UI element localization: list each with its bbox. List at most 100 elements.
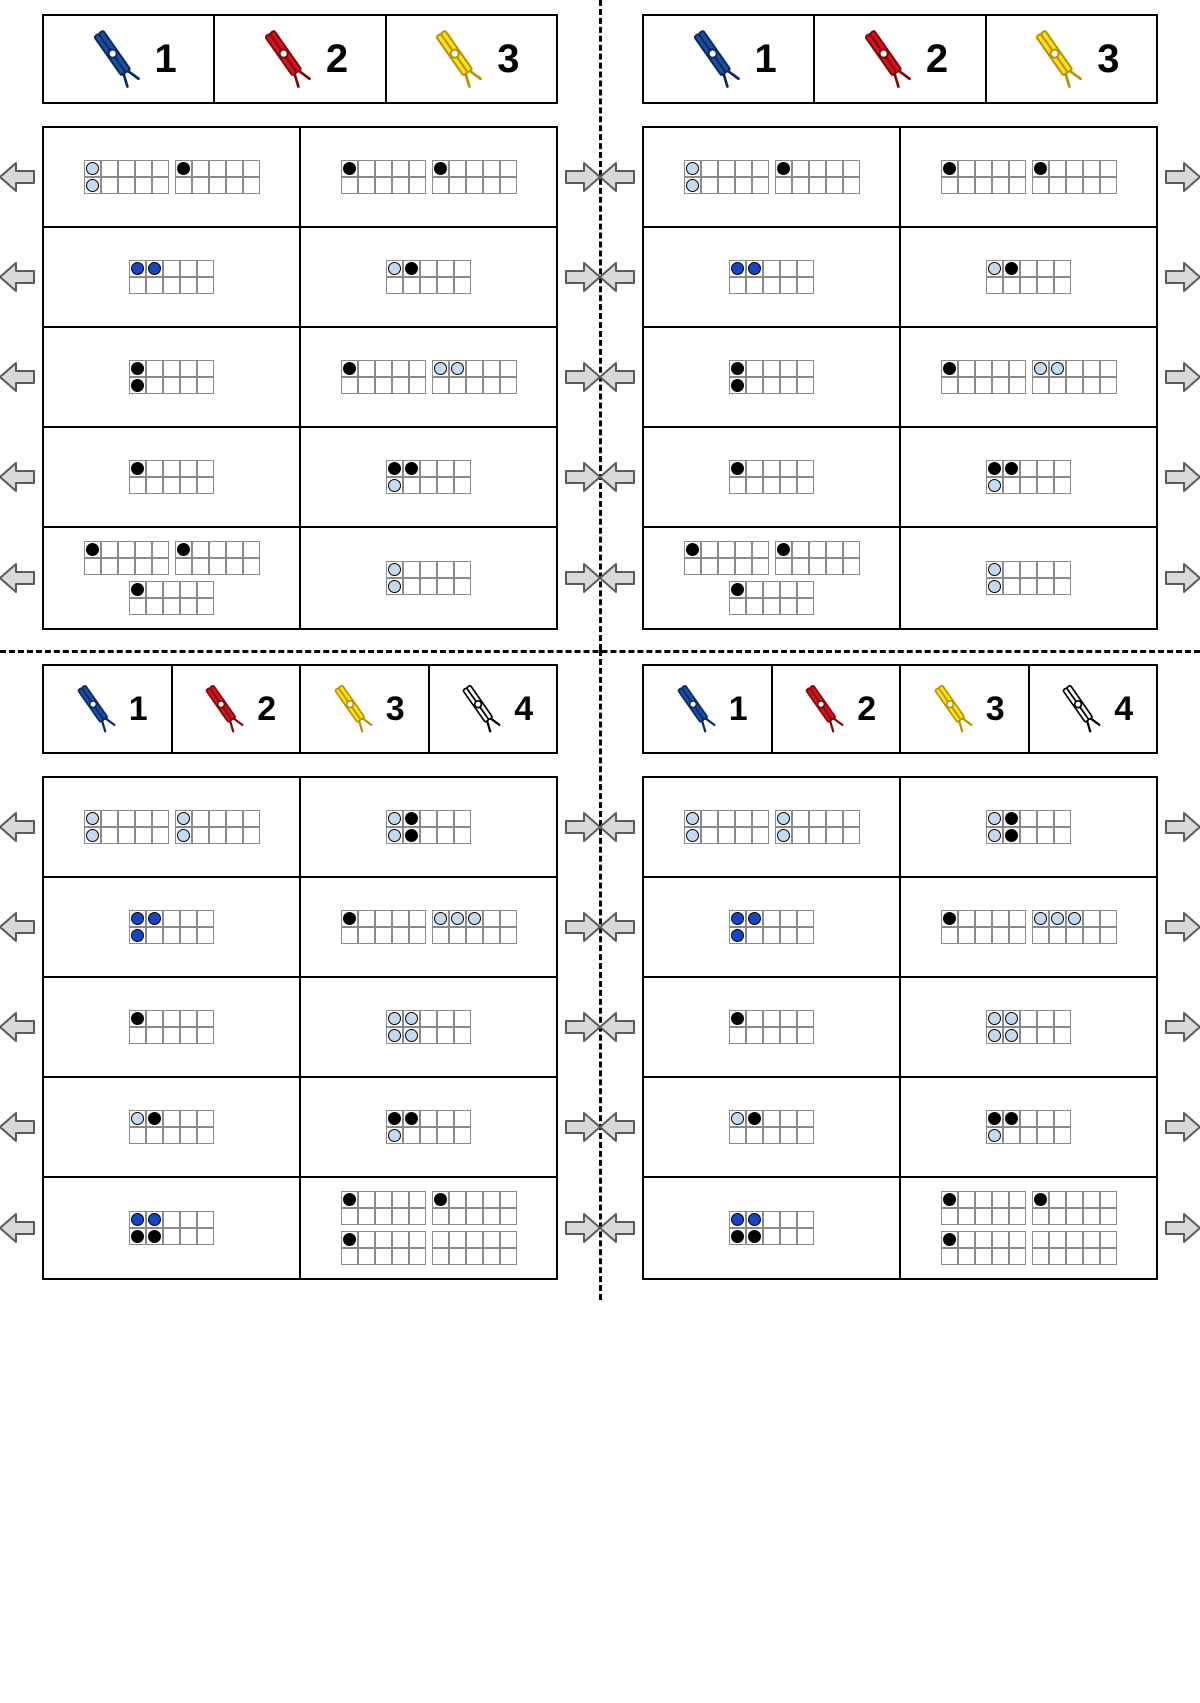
frame-cell: [454, 1110, 471, 1127]
arrow-right-icon[interactable]: [564, 359, 602, 395]
arrow-left-icon[interactable]: [0, 259, 36, 295]
frame-cell: [409, 360, 426, 377]
arrow-left-icon[interactable]: [0, 1109, 36, 1145]
arrow-left-icon[interactable]: [598, 259, 636, 295]
ten-frame: [986, 561, 1071, 595]
arrow-right-icon[interactable]: [1164, 809, 1200, 845]
arrow-right-icon[interactable]: [1164, 459, 1200, 495]
arrow-right-icon[interactable]: [564, 1009, 602, 1045]
arrow-left-icon[interactable]: [598, 909, 636, 945]
task-row: [44, 1178, 556, 1278]
frame-cell: [175, 177, 192, 194]
task-row: [644, 428, 1156, 528]
frame-cell: [975, 377, 992, 394]
arrow-left-icon[interactable]: [0, 159, 36, 195]
frame-cell: [500, 927, 517, 944]
frame-cell: [437, 810, 454, 827]
arrow-right-icon[interactable]: [564, 809, 602, 845]
arrow-right-icon[interactable]: [564, 1210, 602, 1246]
frame-cell: [752, 177, 769, 194]
arrow-left-icon[interactable]: [598, 560, 636, 596]
arrow-left-icon[interactable]: [0, 359, 36, 395]
arrow-right-icon[interactable]: [564, 1109, 602, 1145]
quadrant-bottom-right: 1 2 3: [600, 650, 1200, 1300]
frame-cell: [780, 460, 797, 477]
frame-cell: [420, 1010, 437, 1027]
arrow-left-icon[interactable]: [0, 459, 36, 495]
arrow-right-icon[interactable]: [1164, 560, 1200, 596]
arrow-left-icon[interactable]: [0, 1210, 36, 1246]
frame-cell: [986, 1027, 1003, 1044]
frame-cell: [1054, 1127, 1071, 1144]
frame-cell: [746, 1110, 763, 1127]
arrow-left-icon[interactable]: [598, 1109, 636, 1145]
arrow-right-icon[interactable]: [564, 459, 602, 495]
arrow-right-icon[interactable]: [1164, 259, 1200, 295]
frame-cell: [797, 1010, 814, 1027]
clothespin-icon: [252, 23, 320, 96]
arrow-left-icon[interactable]: [598, 159, 636, 195]
arrow-right-icon[interactable]: [564, 560, 602, 596]
arrow-left-icon[interactable]: [0, 809, 36, 845]
frame-cell: [780, 598, 797, 615]
frame-cell: [180, 1211, 197, 1228]
legend-number: 3: [386, 690, 405, 729]
frame-cell: [403, 277, 420, 294]
frame-cell: [403, 1127, 420, 1144]
frame-cell: [152, 541, 169, 558]
arrow-right-icon[interactable]: [564, 909, 602, 945]
arrow-left-icon[interactable]: [598, 1210, 636, 1246]
frame-cell: [437, 1010, 454, 1027]
frame-cell: [146, 277, 163, 294]
frame-cell: [197, 1027, 214, 1044]
arrow-right-icon[interactable]: [1164, 159, 1200, 195]
frame-cell: [718, 160, 735, 177]
frame-cell: [763, 460, 780, 477]
frame-cell: [975, 927, 992, 944]
arrow-right-icon[interactable]: [1164, 1009, 1200, 1045]
frame-cell: [420, 561, 437, 578]
frame-cell: [701, 827, 718, 844]
arrow-left-icon[interactable]: [0, 909, 36, 945]
legend-cell-1: 1: [644, 16, 815, 102]
ten-frame: [941, 160, 1026, 194]
task-cell-left: [44, 1078, 301, 1176]
frame-cell: [746, 477, 763, 494]
ten-frame: [432, 1231, 517, 1265]
ten-frame: [341, 910, 426, 944]
frame-cell: [752, 160, 769, 177]
arrow-right-icon[interactable]: [564, 259, 602, 295]
frame-cell: [1003, 561, 1020, 578]
arrow-right-icon[interactable]: [1164, 909, 1200, 945]
arrow-left-icon[interactable]: [0, 1009, 36, 1045]
frame-cell: [163, 477, 180, 494]
frame-cell: [735, 177, 752, 194]
frame-cell: [797, 477, 814, 494]
frame-cell: [152, 160, 169, 177]
arrow-left-icon[interactable]: [598, 1009, 636, 1045]
frame-cell: [958, 910, 975, 927]
task-row: [44, 878, 556, 978]
arrow-right-icon[interactable]: [1164, 1210, 1200, 1246]
frame-cell: [1083, 1208, 1100, 1225]
arrow-right-icon[interactable]: [1164, 359, 1200, 395]
arrow-left-icon[interactable]: [598, 459, 636, 495]
frame-cell: [437, 1127, 454, 1144]
arrow-right-icon[interactable]: [564, 159, 602, 195]
frame-cell: [684, 558, 701, 575]
frame-cell: [135, 177, 152, 194]
task-cell-right: [301, 328, 556, 426]
frame-cell: [1066, 1208, 1083, 1225]
arrow-left-icon[interactable]: [598, 359, 636, 395]
arrow-left-icon[interactable]: [598, 809, 636, 845]
frame-cell: [163, 460, 180, 477]
frame-cell: [958, 377, 975, 394]
frame-cell: [163, 1211, 180, 1228]
frame-cell: [420, 477, 437, 494]
frame-cell: [1003, 827, 1020, 844]
frame-cell: [826, 558, 843, 575]
frame-cell: [341, 160, 358, 177]
arrow-left-icon[interactable]: [0, 560, 36, 596]
ten-frame: [1032, 360, 1117, 394]
arrow-right-icon[interactable]: [1164, 1109, 1200, 1145]
